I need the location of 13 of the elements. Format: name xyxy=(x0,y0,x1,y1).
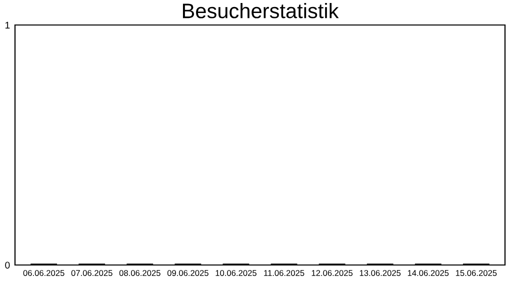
chart-title: Besucherstatistik xyxy=(182,3,339,18)
x-tick-label: 15.06.2025 xyxy=(456,270,497,276)
x-tick-label: 12.06.2025 xyxy=(312,270,353,276)
x-tick-label: 09.06.2025 xyxy=(167,270,208,276)
x-tick-label: 06.06.2025 xyxy=(23,270,64,276)
x-tick-label: 08.06.2025 xyxy=(119,270,160,276)
y-tick-label: 1 xyxy=(5,22,10,29)
x-tick-label: 11.06.2025 xyxy=(264,270,304,276)
y-tick-label: 0 xyxy=(5,262,10,269)
x-tick-label: 14.06.2025 xyxy=(408,270,449,276)
x-tick-label: 07.06.2025 xyxy=(71,270,112,276)
x-tick-label: 10.06.2025 xyxy=(216,270,256,276)
x-tick-label: 13.06.2025 xyxy=(360,270,401,276)
